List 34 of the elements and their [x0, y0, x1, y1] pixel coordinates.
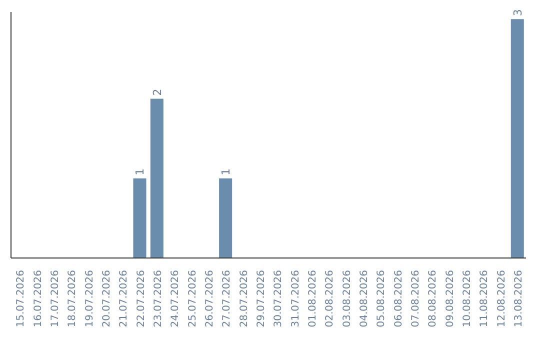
x-tick-label: 07.08.2026 — [410, 270, 422, 328]
x-tick-label: 12.08.2026 — [496, 270, 508, 328]
x-tick-label: 11.08.2026 — [479, 270, 490, 328]
x-tick-label: 02.08.2026 — [324, 270, 336, 328]
x-tick-label: 29.07.2026 — [256, 270, 267, 328]
x-tick-label: 26.07.2026 — [204, 270, 216, 328]
x-tick-label: 16.07.2026 — [32, 270, 44, 328]
data-label: 1 — [220, 168, 233, 176]
x-tick-label: 25.07.2026 — [187, 270, 198, 328]
x-tick-label: 17.07.2026 — [50, 270, 61, 328]
x-tick-label: 22.07.2026 — [136, 270, 147, 328]
x-tick-label: 10.08.2026 — [462, 270, 473, 328]
data-label: 2 — [150, 88, 164, 96]
x-tick-label: 03.08.2026 — [342, 270, 353, 328]
x-tick-label: 30.07.2026 — [273, 270, 284, 328]
data-label: 3 — [511, 9, 524, 16]
x-tick-label: 27.07.2026 — [222, 270, 233, 328]
data-label: 1 — [134, 168, 147, 176]
x-tick-label: 28.07.2026 — [238, 270, 250, 328]
x-tick-label: 21.07.2026 — [118, 270, 130, 328]
x-tick-label: 04.08.2026 — [358, 270, 370, 328]
x-tick-label: 13.08.2026 — [513, 270, 524, 328]
x-tick-label: 18.07.2026 — [67, 270, 78, 328]
x-tick-label: 23.07.2026 — [152, 270, 164, 328]
x-tick-label: 06.08.2026 — [393, 270, 404, 328]
x-tick-label: 19.07.2026 — [84, 270, 96, 328]
x-tick-label: 15.07.2026 — [16, 270, 27, 328]
x-tick-label: 05.08.2026 — [376, 270, 388, 328]
x-tick-label: 24.07.2026 — [170, 270, 182, 328]
x-tick-label: 31.07.2026 — [290, 270, 302, 328]
x-tick-label: 01.08.2026 — [307, 270, 318, 328]
x-tick-label: 20.07.2026 — [101, 270, 112, 328]
x-tick-label: 08.08.2026 — [428, 270, 439, 328]
x-tick-label: 09.08.2026 — [444, 270, 456, 328]
